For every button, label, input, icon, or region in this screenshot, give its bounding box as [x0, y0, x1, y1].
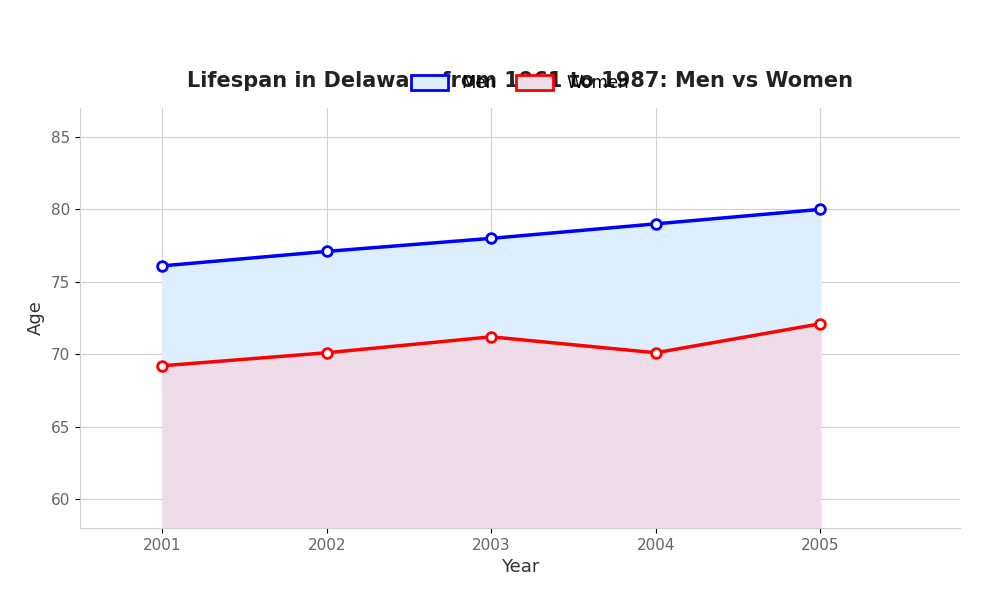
Y-axis label: Age: Age: [27, 301, 45, 335]
X-axis label: Year: Year: [501, 558, 539, 576]
Title: Lifespan in Delaware from 1961 to 1987: Men vs Women: Lifespan in Delaware from 1961 to 1987: …: [187, 71, 853, 91]
Legend: Men, Women: Men, Women: [403, 66, 637, 101]
